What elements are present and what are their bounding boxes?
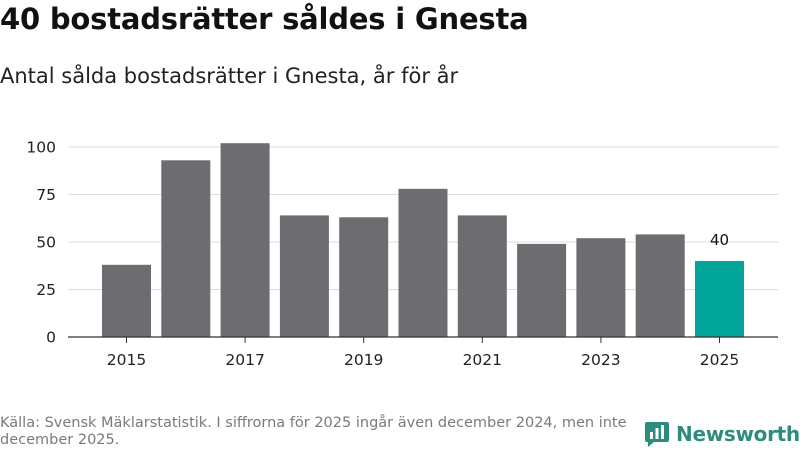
- bar-2017: [220, 143, 270, 337]
- bar-2021: [457, 215, 507, 337]
- y-tick-label-0: 0: [46, 329, 56, 347]
- newsworthy-logo[interactable]: Newsworthy: [644, 420, 800, 448]
- brand-name: Newsworthy: [676, 422, 800, 446]
- y-tick-label-100: 100: [26, 139, 56, 157]
- x-tick-label-2015: 2015: [107, 351, 146, 369]
- x-tick-label-2023: 2023: [581, 351, 620, 369]
- y-tick-label-50: 50: [36, 234, 56, 252]
- bar-2019: [339, 217, 389, 337]
- bar-2022: [517, 243, 567, 337]
- bars: [102, 143, 744, 337]
- y-tick-label-25: 25: [36, 281, 56, 299]
- x-tick-label-2017: 2017: [225, 351, 264, 369]
- newsworthy-chart-icon: [645, 422, 669, 447]
- chart-title: 40 bostadsrätter såldes i Gnesta: [0, 2, 529, 36]
- chart-subtitle: Antal sålda bostadsrätter i Gnesta, år f…: [0, 64, 459, 88]
- data-label-2025: 40: [710, 231, 729, 249]
- data-labels: 40: [710, 231, 729, 249]
- x-tick-label-2025: 2025: [700, 351, 739, 369]
- source-note: Källa: Svensk Mäklarstatistik. I siffror…: [0, 415, 627, 448]
- bar-chart: 0 25 50 75 100 2015 2017 2019 2021 2023 2025 40: [26, 139, 778, 369]
- x-tick-label-2021: 2021: [463, 351, 502, 369]
- bar-2023: [576, 238, 626, 337]
- bar-2018: [279, 215, 329, 337]
- bar-2015: [102, 264, 151, 337]
- x-axis-ticks: 2015 2017 2019 2021 2023 2025: [107, 337, 739, 369]
- bar-2020: [398, 188, 448, 337]
- bar-2025: [695, 261, 744, 337]
- bar-2016: [161, 160, 211, 337]
- y-axis-ticks: 0 25 50 75 100: [26, 139, 56, 347]
- y-tick-label-75: 75: [36, 186, 56, 204]
- x-tick-label-2019: 2019: [344, 351, 383, 369]
- bar-2024: [635, 234, 685, 337]
